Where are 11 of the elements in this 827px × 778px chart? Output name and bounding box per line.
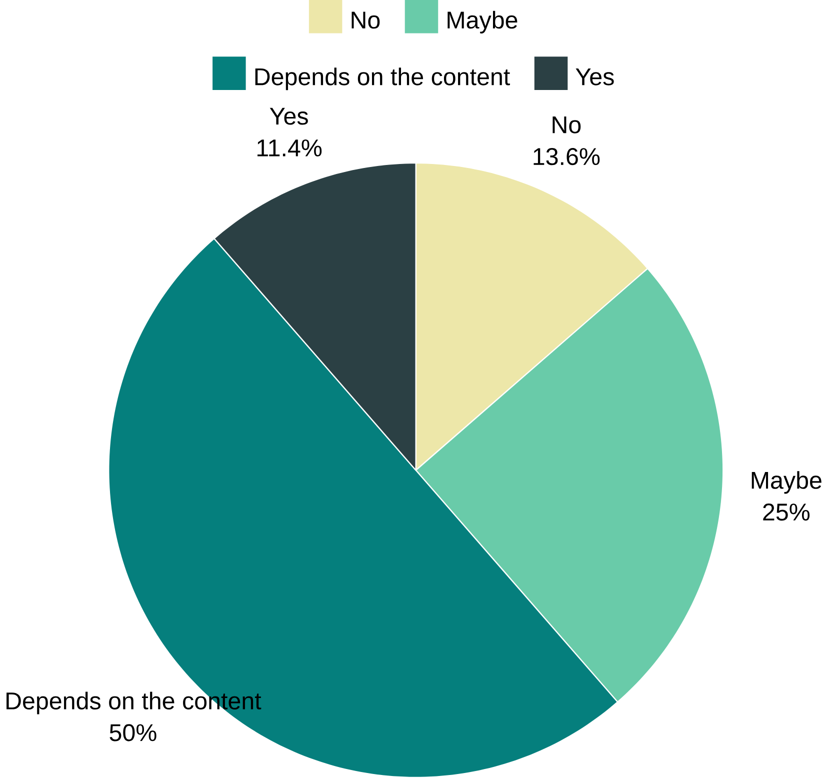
data-label: 25% (763, 504, 810, 521)
data-label: 11.4% (258, 139, 322, 156)
legend-label: Depends on the content (255, 68, 510, 90)
legend-label: Yes (576, 68, 614, 86)
slice-label: Yes (270, 108, 308, 125)
legend-label: No (352, 12, 380, 29)
data-label: 13.6% (534, 148, 600, 166)
slice-label: Maybe (752, 471, 822, 494)
data-label: 50% (110, 724, 156, 742)
legend-label: Maybe (448, 10, 518, 34)
slice-label: No (552, 116, 581, 134)
